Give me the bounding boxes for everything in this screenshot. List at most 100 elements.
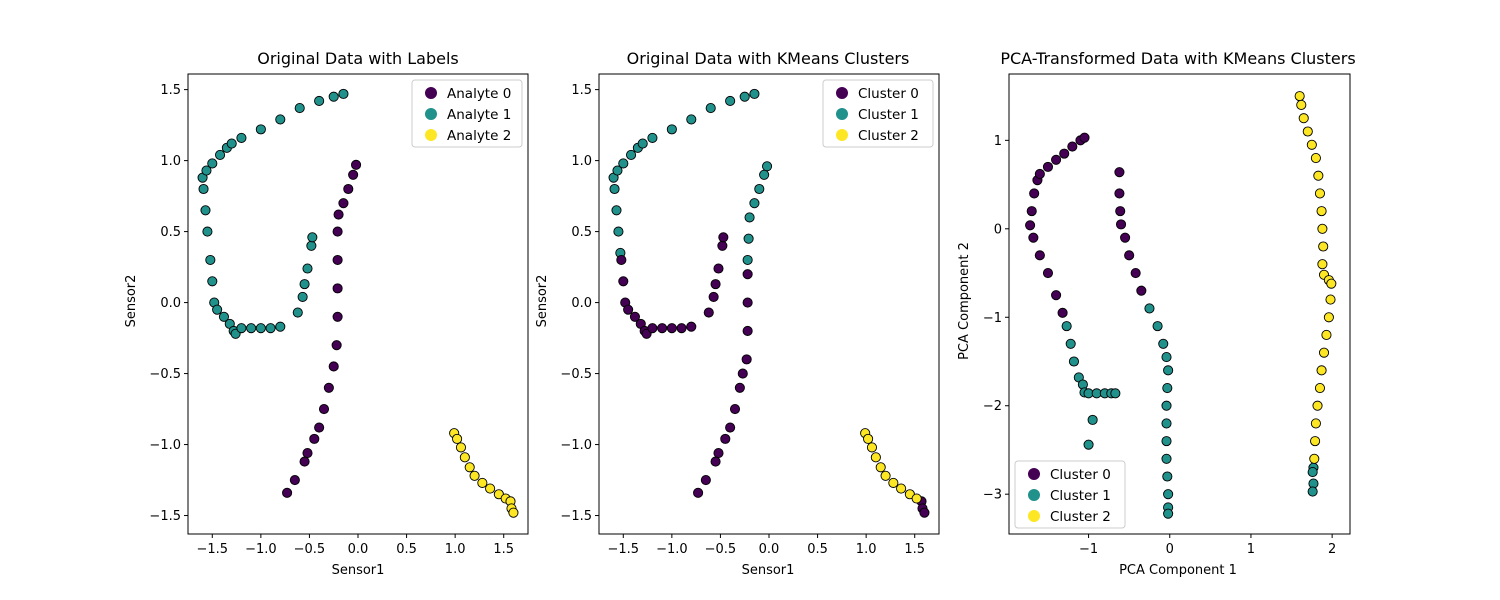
scatter-point [508, 507, 519, 518]
scatter-point [1115, 206, 1126, 217]
scatter-point [1161, 436, 1172, 447]
scatter-point [265, 323, 276, 334]
scatter-point [332, 254, 343, 266]
scatter-point [1034, 250, 1045, 261]
scatter-point [1326, 278, 1337, 289]
scatter-point [1061, 321, 1072, 332]
scatter-point [1079, 132, 1090, 143]
scatter-point [710, 456, 721, 467]
scatter-point [1051, 154, 1062, 165]
scatter-point [207, 158, 218, 169]
scatter-point [1025, 220, 1036, 231]
scatter-point [1317, 223, 1328, 234]
scatter-point [1298, 113, 1309, 124]
x-tick-label: 1.0 [445, 542, 466, 557]
scatter-point [1120, 232, 1131, 243]
scatter-point [299, 456, 310, 467]
scatter-point [332, 283, 343, 294]
y-tick-label: 1.5 [571, 83, 592, 98]
y-tick-label: 0.5 [160, 225, 181, 240]
scatter-point [1161, 400, 1172, 411]
scatter-point [1114, 188, 1125, 199]
scatter-point [1314, 188, 1326, 199]
scatter-point [1313, 170, 1324, 181]
scatter-point [323, 382, 334, 393]
scatter-point [1302, 126, 1313, 137]
scatter-point [343, 183, 354, 195]
scatter-point [713, 448, 724, 459]
x-tick-label: 1.5 [493, 542, 514, 557]
scatter-point [743, 233, 754, 244]
y-tick-label: 0 [994, 222, 1002, 237]
scatter-point [302, 448, 313, 459]
scatter-point [275, 321, 286, 332]
scatter-point [1314, 382, 1326, 394]
legend-marker [425, 129, 437, 141]
scatter-point [676, 323, 687, 334]
x-axis-label: Sensor1 [332, 563, 385, 578]
scatter-point [1042, 161, 1054, 172]
y-tick-label: −1 [983, 311, 1002, 326]
scatter-point [307, 232, 318, 243]
scatter-point [1323, 312, 1334, 323]
x-tick-label: −1 [1079, 542, 1098, 557]
scatter-point [618, 158, 629, 169]
scatter-point [666, 323, 677, 334]
scatter-point [464, 462, 475, 473]
scatter-point [485, 483, 496, 494]
x-tick-label: 2 [1328, 542, 1336, 557]
scatter-point [657, 323, 668, 334]
scatter-point [255, 124, 266, 135]
scatter-point [744, 212, 755, 223]
scatter-point [1296, 99, 1307, 111]
scatter-point [737, 368, 748, 379]
scatter-point [613, 226, 624, 237]
x-tick-label: −0.5 [705, 542, 737, 557]
scatter-point [275, 114, 286, 125]
scatter-point [1318, 347, 1330, 358]
plot-title: PCA-Transformed Data with KMeans Cluster… [1000, 49, 1355, 68]
legend-label: Analyte 0 [447, 86, 511, 102]
scatter-point [1325, 294, 1336, 305]
scatter-point [318, 404, 330, 415]
plot-marks: −1.5 −1.0 −0.5 0.0 0.5 1.0 1.5 −1.5 −1.0 −0.5 0.0 0… [149, 73, 529, 557]
plot-marks: −1.5 −1.0 −0.5 0.0 0.5 1.0 1.5 −1.5 −1.0 −0.5 0.0 0… [560, 73, 940, 557]
scatter-point [455, 442, 467, 453]
plot-title: Original Data with Labels [257, 49, 459, 68]
scatter-point [717, 240, 728, 251]
scatter-point [880, 470, 891, 481]
scatter-point [1310, 152, 1321, 164]
scatter-point [306, 240, 317, 251]
scatter-point [328, 361, 339, 372]
scatter-point [1161, 453, 1172, 464]
y-tick-label: 0.5 [571, 225, 592, 240]
y-tick-label: −1.5 [149, 509, 181, 524]
scatter-point [1310, 418, 1321, 429]
scatter-point [725, 95, 736, 107]
legend-label: Analyte 1 [447, 107, 511, 123]
x-tick-label: 0.5 [807, 542, 828, 557]
y-tick-label: 1.0 [571, 154, 592, 169]
scatter-point [452, 433, 463, 444]
scatter-point [609, 183, 620, 195]
scatter-point [888, 477, 899, 488]
y-axis-label: Sensor2 [124, 275, 139, 328]
scatter-point [215, 149, 226, 160]
axes-frame [1008, 73, 1351, 535]
scatter-point [866, 442, 878, 453]
scatter-point [705, 103, 716, 114]
scatter-point [297, 291, 308, 302]
scatter-point [212, 304, 223, 315]
y-tick-label: 0.0 [571, 296, 592, 311]
scatter-point [1161, 352, 1172, 363]
scatter-point [205, 254, 216, 266]
scatter-point [1029, 188, 1040, 199]
y-tick-label: −1.5 [560, 509, 592, 524]
scatter-point [911, 493, 922, 504]
scatter-point [1307, 467, 1318, 478]
scatter-point [718, 232, 729, 243]
legend-label: Cluster 1 [858, 107, 919, 123]
scatter-point [292, 307, 303, 318]
legend-box [822, 79, 934, 148]
